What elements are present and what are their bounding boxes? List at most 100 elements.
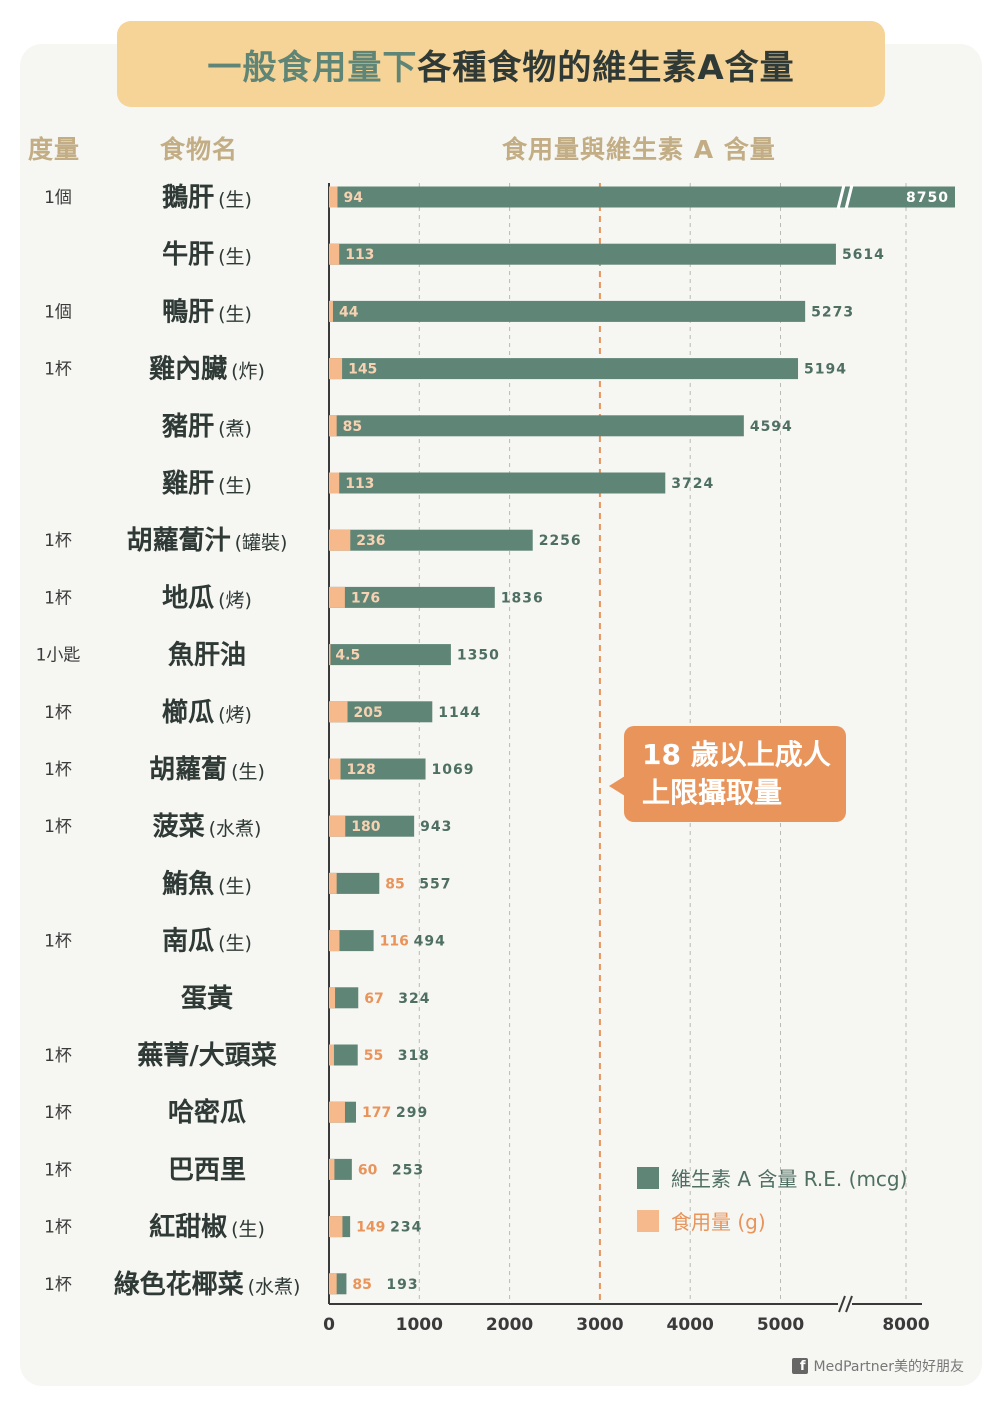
measure-label: 1個: [44, 302, 72, 322]
food-name: 鴨肝: [162, 297, 214, 327]
serving-amount-label: 44: [339, 304, 359, 320]
serving-amount-label: 113: [345, 247, 374, 263]
serving-amount-label: 113: [345, 476, 374, 492]
food-preparation-note: (烤): [218, 704, 252, 726]
serving-amount-label: 149: [356, 1220, 385, 1236]
food-name: 巴西里: [168, 1155, 246, 1185]
serving-amount-label: 236: [356, 533, 385, 549]
food-name: 紅甜椒: [149, 1213, 227, 1243]
serving-amount-label: 128: [347, 762, 376, 778]
callout-pointer: [609, 776, 625, 796]
vitamin-a-bar: [329, 701, 433, 723]
food-label: 鮪魚 (生): [162, 868, 252, 899]
serving-amount-bar: [329, 1216, 343, 1238]
food-name: 綠色花椰菜: [114, 1269, 244, 1300]
food-preparation-note: (煮): [218, 418, 252, 440]
x-tick-label: 1000: [396, 1315, 443, 1335]
food-label: 牛肝 (生): [162, 240, 252, 270]
serving-amount-bar: [329, 1273, 337, 1295]
vitamin-a-label: 8750: [906, 190, 949, 206]
x-tick-label: 4000: [667, 1315, 714, 1335]
axis-break-mark: [845, 1295, 853, 1313]
measure-label: 1杯: [44, 703, 72, 723]
measure-label: 1杯: [44, 932, 72, 952]
food-name: 蛋黃: [181, 984, 233, 1014]
food-label: 胡蘿蔔 (生): [149, 755, 265, 785]
facebook-icon: f: [791, 1358, 808, 1374]
food-name: 鵝肝: [162, 183, 214, 213]
measure-label: 1杯: [44, 760, 72, 780]
vitamin-a-label: 5273: [811, 304, 854, 320]
food-name: 哈密瓜: [168, 1097, 246, 1128]
vitamin-a-bar: [329, 243, 836, 265]
footer-text: MedPartner美的好朋友: [813, 1359, 964, 1375]
food-label: 豬肝 (煮): [162, 412, 252, 442]
food-label: 哈密瓜: [168, 1097, 246, 1128]
vitamin-a-bar: [329, 186, 955, 208]
serving-amount-label: 116: [380, 934, 409, 950]
food-label: 蛋黃: [181, 984, 233, 1014]
food-label: 綠色花椰菜 (水煮): [114, 1269, 301, 1300]
food-preparation-note: (生): [218, 189, 252, 211]
measure-label: 1杯: [44, 1103, 72, 1123]
measure-label: 1杯: [44, 531, 72, 551]
vitamin-a-label: 318: [398, 1048, 430, 1064]
title-banner: 一般食用量下各種食物的維生素A含量: [117, 21, 885, 107]
serving-amount-label: 67: [364, 991, 383, 1007]
vitamin-a-bar: [329, 987, 359, 1009]
vitamin-a-label: 943: [420, 819, 452, 835]
food-preparation-note: (烤): [218, 589, 252, 611]
bar-break-mark: [836, 184, 846, 210]
food-label: 胡蘿蔔汁 (罐裝): [127, 526, 288, 556]
measure-label: 1杯: [44, 360, 72, 380]
food-name: 菠菜: [153, 812, 205, 842]
serving-amount-bar: [329, 701, 348, 723]
food-name: 胡蘿蔔汁: [127, 526, 231, 556]
serving-amount-bar: [329, 358, 343, 380]
title-highlight: 一般食用量下: [207, 47, 418, 88]
food-preparation-note: (水煮): [209, 818, 262, 840]
serving-amount-bar: [329, 930, 340, 952]
vitamin-a-label: 5194: [804, 362, 847, 378]
callout-line-1: 18 歲以上成人: [642, 738, 831, 771]
food-label: 南瓜 (生): [162, 927, 252, 957]
vitamin-a-label: 234: [390, 1220, 422, 1236]
legend-item-vitamin: 維生素 A 含量 R.E. (mcg): [637, 1163, 907, 1192]
food-preparation-note: (生): [231, 1219, 265, 1241]
chart-title: 一般食用量下各種食物的維生素A含量: [207, 40, 794, 89]
serving-amount-label: 60: [358, 1162, 378, 1178]
food-name: 雞內臟: [148, 355, 227, 385]
food-label: 魚肝油: [168, 640, 246, 671]
x-tick-label: 5000: [757, 1315, 804, 1335]
vitamin-a-label: 324: [398, 991, 430, 1007]
food-name: 牛肝: [162, 240, 214, 270]
x-tick-label: 0: [323, 1315, 335, 1335]
measure-label: 1杯: [44, 1218, 72, 1238]
upper-limit-callout: 18 歲以上成人 上限攝取量: [624, 726, 846, 822]
serving-amount-bar: [329, 815, 346, 837]
food-name: 魚肝油: [168, 640, 246, 671]
serving-amount-label: 176: [351, 590, 380, 606]
food-label: 蕪菁/大頭菜: [137, 1041, 277, 1071]
food-label: 雞內臟 (炸): [148, 355, 265, 385]
serving-amount-label: 55: [364, 1048, 383, 1064]
x-tick-label: 8000: [882, 1315, 929, 1335]
vitamin-a-label: 557: [419, 876, 451, 892]
food-label: 鵝肝 (生): [162, 183, 252, 213]
serving-amount-bar: [329, 872, 337, 894]
food-preparation-note: (炸): [231, 361, 265, 383]
food-label: 巴西里: [168, 1155, 246, 1185]
vitamin-a-bar: [329, 872, 380, 894]
vitamin-a-label: 1350: [457, 648, 500, 664]
serving-amount-label: 4.5: [335, 648, 360, 664]
measure-label: 1杯: [44, 588, 72, 608]
header-measure: 度量: [28, 135, 81, 164]
serving-amount-label: 180: [351, 819, 380, 835]
food-preparation-note: (罐裝): [235, 532, 288, 554]
serving-amount-bar: [329, 987, 336, 1009]
food-name: 雞肝: [161, 469, 214, 499]
vitamin-a-label: 2256: [539, 533, 582, 549]
food-name: 南瓜: [162, 927, 214, 957]
serving-amount-bar: [329, 1044, 334, 1066]
